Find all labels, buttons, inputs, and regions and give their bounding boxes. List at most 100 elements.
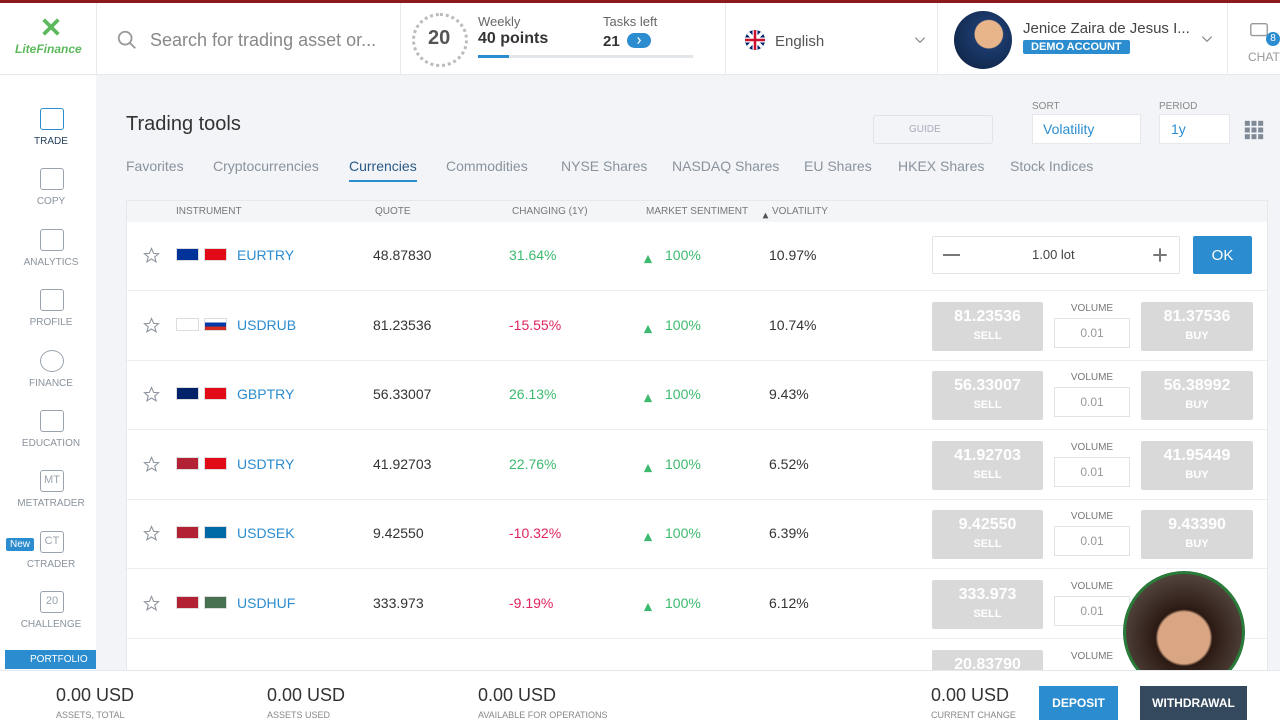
sidebar-label[interactable]: CTRADER: [26, 558, 76, 570]
tab[interactable]: Currencies: [349, 158, 417, 182]
volume-label: VOLUME: [1070, 441, 1114, 453]
sidebar-label[interactable]: ANALYTICS: [23, 256, 79, 268]
tasks-arrow[interactable]: [627, 33, 651, 48]
column-header[interactable]: MARKET SENTIMENT: [646, 206, 749, 217]
sidebar-icon[interactable]: 20: [40, 591, 64, 614]
sidebar-label[interactable]: EDUCATION: [21, 438, 81, 449]
lot-plus[interactable]: [1152, 247, 1168, 263]
tab[interactable]: Stock Indices: [1010, 158, 1094, 174]
sidebar-label[interactable]: FINANCE: [29, 377, 73, 389]
favorite-star[interactable]: [143, 386, 160, 403]
lot-minus[interactable]: [943, 254, 960, 256]
instrument[interactable]: USDTRY: [237, 455, 295, 472]
period-select[interactable]: 1y: [1159, 114, 1230, 144]
column-header[interactable]: VOLATILITY: [772, 206, 828, 217]
sell-label: SELL: [973, 329, 1002, 342]
deposit-button[interactable]: DEPOSIT: [1039, 686, 1118, 720]
tab[interactable]: NASDAQ Shares: [672, 158, 780, 174]
language-chevron[interactable]: [913, 33, 927, 47]
sidebar-icon[interactable]: [40, 349, 64, 372]
buy-button[interactable]: 9.43390 BUY: [1141, 510, 1253, 560]
ok-button[interactable]: OK: [1193, 236, 1252, 274]
sell-button[interactable]: 9.42550 SELL: [932, 510, 1043, 560]
tab[interactable]: NYSE Shares: [561, 158, 648, 174]
instrument[interactable]: USDSEK: [237, 525, 295, 542]
search-input[interactable]: Search for trading asset or...: [150, 30, 377, 50]
buy-button[interactable]: 81.37536 BUY: [1141, 301, 1253, 351]
guide-button[interactable]: GUIDE: [873, 115, 993, 144]
sell-price: 9.42550: [958, 516, 1017, 534]
sidebar-label[interactable]: PROFILE: [29, 317, 73, 329]
favorite-star[interactable]: [143, 595, 160, 612]
buy-button[interactable]: 56.38992 BUY: [1141, 371, 1253, 421]
sort-select[interactable]: Volatility: [1032, 114, 1141, 144]
sidebar-label[interactable]: TRADE: [34, 136, 68, 147]
tab[interactable]: EU Shares: [804, 158, 872, 174]
column-header[interactable]: QUOTE: [375, 206, 411, 217]
row-divider: [127, 359, 1267, 361]
tab[interactable]: Favorites: [126, 158, 184, 174]
volume-label: VOLUME: [1070, 302, 1114, 314]
buy-button[interactable]: 41.95449 BUY: [1141, 440, 1253, 490]
column-header[interactable]: INSTRUMENT: [176, 206, 242, 217]
sentiment: 100%: [665, 595, 701, 611]
withdrawal-button[interactable]: WITHDRAWAL: [1140, 686, 1247, 720]
sell-button[interactable]: 333.973 SELL: [932, 580, 1043, 629]
sell-button[interactable]: 41.92703 SELL: [932, 440, 1043, 490]
lot-value[interactable]: 1.00 lot: [1032, 247, 1075, 262]
divider: [400, 3, 401, 75]
volatility: 9.43%: [769, 386, 809, 403]
instrument[interactable]: EURTRY: [237, 247, 295, 263]
sidebar-icon[interactable]: [40, 168, 64, 191]
volume-input[interactable]: 0.01: [1054, 596, 1130, 626]
portfolio-bar[interactable]: PORTFOLIO: [5, 650, 96, 669]
column-header[interactable]: CHANGING (1Y): [512, 206, 588, 217]
volume-input[interactable]: 0.01: [1054, 387, 1130, 418]
user-chevron-glyph: [1201, 36, 1213, 43]
logo-icon: [40, 16, 62, 38]
buy-label: BUY: [1185, 538, 1209, 551]
sentiment: 100%: [665, 525, 701, 542]
favorite-star[interactable]: [143, 525, 160, 542]
divider: [96, 3, 97, 75]
instrument[interactable]: GBPTRY: [237, 386, 295, 403]
sidebar-icon[interactable]: MT: [40, 470, 64, 493]
sidebar-icon[interactable]: [40, 410, 64, 432]
flag: [176, 387, 199, 401]
lot-control: [932, 236, 1180, 274]
favorite-star[interactable]: [143, 247, 160, 264]
user-chevron[interactable]: [1200, 32, 1214, 46]
sell-button[interactable]: 56.33007 SELL: [932, 371, 1043, 421]
language-chevron-glyph: [914, 37, 926, 44]
tab[interactable]: Cryptocurrencies: [213, 158, 319, 174]
volume-input[interactable]: 0.01: [1054, 317, 1130, 348]
instrument[interactable]: USDHUF: [237, 595, 296, 611]
volume-input[interactable]: 0.01: [1054, 456, 1130, 487]
grid-view-icon[interactable]: [1244, 120, 1264, 140]
language[interactable]: English: [775, 33, 825, 50]
sidebar-label[interactable]: CHALLENGE: [20, 619, 82, 631]
sort-label: SORT: [1032, 101, 1060, 112]
sidebar-icon[interactable]: CT: [40, 530, 64, 553]
tasks-count: 21: [603, 33, 620, 50]
sell-label: SELL: [973, 608, 1002, 620]
sidebar-icon[interactable]: [40, 289, 64, 312]
tab[interactable]: Commodities: [446, 158, 528, 174]
sidebar-icon[interactable]: [40, 228, 64, 251]
stat-label: ASSETS USED: [267, 710, 331, 720]
sell-label: SELL: [973, 399, 1002, 412]
tab[interactable]: HKEX Shares: [898, 158, 985, 174]
sentiment-arrow: [643, 251, 653, 264]
sidebar-icon[interactable]: [40, 108, 64, 130]
chat-icon[interactable]: [1248, 20, 1270, 42]
flag: [204, 596, 227, 609]
instrument[interactable]: USDRUB: [237, 316, 297, 333]
volume-input[interactable]: 0.01: [1054, 526, 1130, 557]
favorite-star[interactable]: [143, 455, 160, 473]
sidebar-label[interactable]: COPY: [36, 196, 66, 208]
sidebar-label[interactable]: METATRADER: [17, 498, 85, 510]
favorite-star[interactable]: [143, 316, 160, 334]
sell-button[interactable]: 81.23536 SELL: [932, 301, 1043, 351]
search-icon-glyph: [117, 30, 136, 49]
